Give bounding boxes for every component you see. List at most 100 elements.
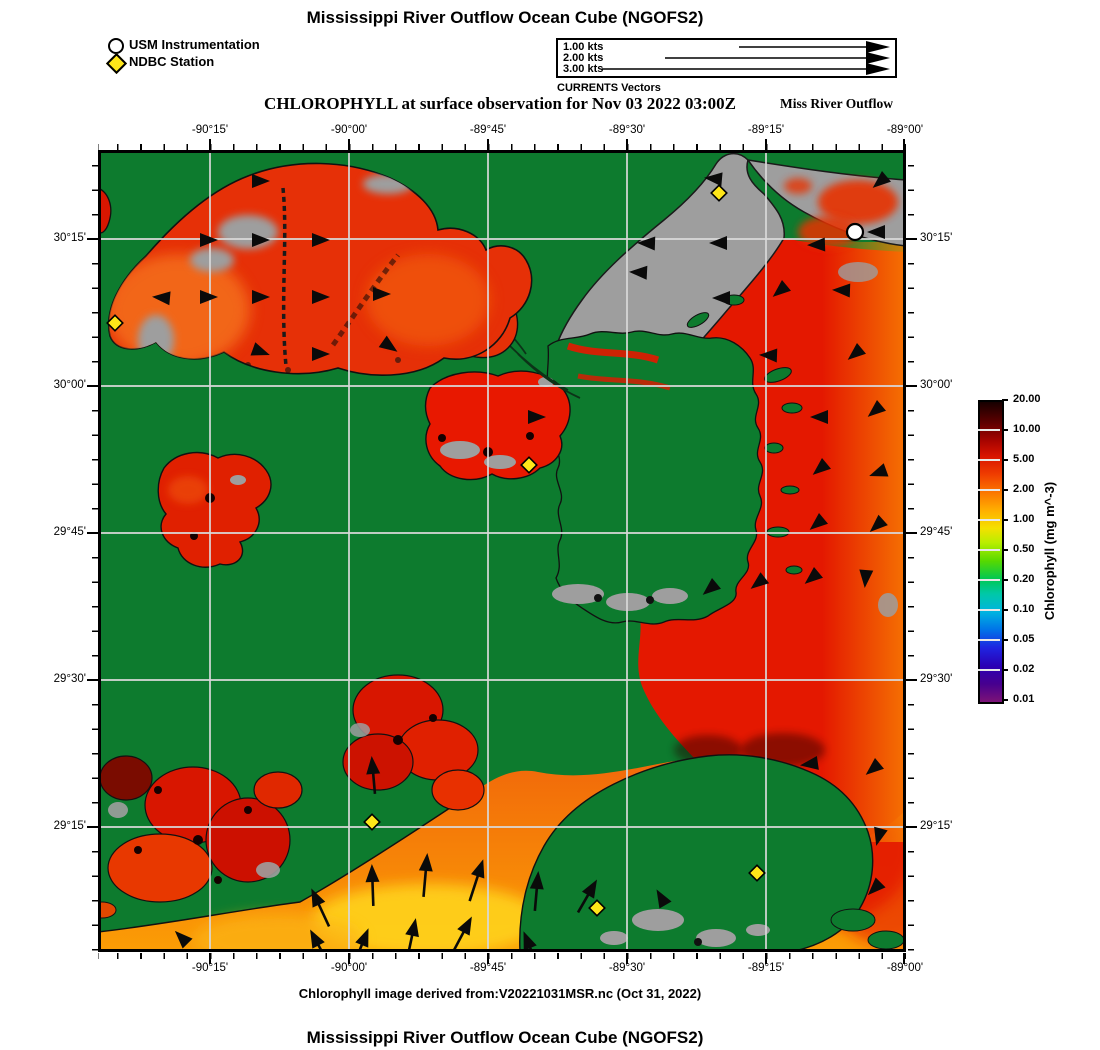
- lon-label-bottom: -89°45': [469, 962, 507, 974]
- ndbc-station-marker: [588, 899, 606, 917]
- lon-label-bottom: -90°15': [191, 962, 229, 974]
- lat-label-left: 29°30': [53, 673, 86, 685]
- axis-major-tick: [626, 139, 628, 150]
- source-caption: Chlorophyll image derived from:V20221031…: [298, 986, 702, 1001]
- colorbar-gridline: [978, 489, 1000, 491]
- colorbar-gridline: [978, 549, 1000, 551]
- colorbar-tick-label: 20.00: [1013, 393, 1041, 405]
- miss-river-outflow-label: Miss River Outflow: [780, 96, 893, 111]
- colorbar-tick: [1002, 429, 1008, 431]
- map-border: [98, 150, 906, 952]
- colorbar-tick: [1002, 489, 1008, 491]
- lat-label-left: 29°45': [53, 526, 86, 538]
- lat-label-left: 30°15': [53, 232, 86, 244]
- colorbar-tick: [1002, 519, 1008, 521]
- lon-label-bottom: -89°00': [886, 962, 924, 974]
- axis-major-tick: [903, 139, 905, 150]
- ndbc-station-icon: [105, 52, 128, 75]
- axis-major-tick: [906, 385, 917, 387]
- colorbar-tick-label: 0.01: [1013, 693, 1035, 705]
- currents-scale-arrows: [602, 41, 890, 75]
- colorbar-gridline: [978, 609, 1000, 611]
- colorbar-tick-label: 10.00: [1013, 423, 1041, 435]
- lon-label-top: -89°00': [886, 124, 924, 136]
- ndbc-station-marker: [710, 184, 728, 202]
- lat-label-right: 30°15': [920, 232, 953, 244]
- colorbar-gridline: [978, 429, 1000, 431]
- colorbar-tick: [1002, 549, 1008, 551]
- colorbar-tick: [1002, 459, 1008, 461]
- lake-pontchartrain: [108, 162, 533, 376]
- colorbar-tick: [1002, 639, 1008, 641]
- currents-vector-legend: 1.00 kts 2.00 kts 3.00 kts: [556, 38, 897, 78]
- coastal-chlorophyll-cluster: [342, 674, 485, 811]
- colorbar-tick-label: 0.50: [1013, 543, 1035, 555]
- bottom-axis-minor-ticks: [98, 953, 906, 959]
- usm-instrumentation-marker: [845, 222, 865, 242]
- lon-label-bottom: -90°00': [330, 962, 368, 974]
- axis-major-tick: [906, 532, 917, 534]
- colorbar-tick-label: 2.00: [1013, 483, 1035, 495]
- axis-major-tick: [209, 139, 211, 150]
- currents-2kt-label: 2.00 kts: [563, 52, 604, 64]
- axis-major-tick: [87, 385, 98, 387]
- lon-label-top: -89°15': [747, 124, 785, 136]
- lat-label-right: 30°00': [920, 379, 953, 391]
- colorbar-gridline: [978, 459, 1000, 461]
- colorbar-tick: [1002, 609, 1008, 611]
- lon-label-top: -89°30': [608, 124, 646, 136]
- lat-label-left: 29°15': [53, 820, 86, 832]
- lon-label-bottom: -89°15': [747, 962, 785, 974]
- bottom-title: Mississippi River Outflow Ocean Cube (NG…: [306, 1028, 704, 1047]
- chlorophyll-colorbar: [978, 400, 1004, 704]
- colorbar-gridline: [978, 639, 1000, 641]
- axis-major-tick: [765, 139, 767, 150]
- right-axis-minor-ticks: [908, 150, 914, 952]
- top-axis-minor-ticks: [98, 144, 906, 150]
- colorbar-tick: [1002, 399, 1008, 401]
- page-title: Mississippi River Outflow Ocean Cube (NG…: [306, 8, 704, 27]
- axis-major-tick: [626, 953, 628, 964]
- mississippi-delta-land: [519, 754, 905, 952]
- station-markers: [106, 184, 865, 917]
- colorbar-tick: [1002, 579, 1008, 581]
- axis-major-tick: [348, 139, 350, 150]
- currents-1kt-label: 1.00 kts: [563, 41, 604, 53]
- lake-salvador-blob: [157, 451, 272, 568]
- lat-label-left: 30°00': [53, 379, 86, 391]
- axis-major-tick: [87, 238, 98, 240]
- axis-major-tick: [906, 826, 917, 828]
- ndbc-station-marker: [106, 314, 124, 332]
- lon-label-bottom: -89°30': [608, 962, 646, 974]
- axis-major-tick: [87, 679, 98, 681]
- ndbc-station-marker: [363, 813, 381, 831]
- axis-major-tick: [487, 953, 489, 964]
- axis-major-tick: [903, 953, 905, 964]
- colorbar-gridline: [978, 579, 1000, 581]
- usm-legend-label: USM Instrumentation: [129, 37, 260, 52]
- axis-major-tick: [906, 679, 917, 681]
- colorbar-tick: [1002, 669, 1008, 671]
- axis-major-tick: [906, 238, 917, 240]
- axis-major-tick: [209, 953, 211, 964]
- axis-major-tick: [765, 953, 767, 964]
- currents-3kt-label: 3.00 kts: [563, 63, 604, 75]
- lat-label-right: 29°30': [920, 673, 953, 685]
- barataria-chlorophyll-cluster: [98, 755, 303, 919]
- lat-label-right: 29°15': [920, 820, 953, 832]
- chlorophyll-subtitle: CHLOROPHYLL at surface observation for N…: [264, 94, 736, 113]
- colorbar-title: Chlorophyll (mg m^-3): [1042, 481, 1057, 621]
- lon-label-top: -90°00': [330, 124, 368, 136]
- ndbc-station-marker: [748, 864, 766, 882]
- lake-borgne-blob: [424, 370, 571, 481]
- ndbc-legend-label: NDBC Station: [129, 54, 215, 69]
- left-axis-minor-ticks: [92, 150, 98, 952]
- lon-label-top: -90°15': [191, 124, 229, 136]
- axis-major-tick: [87, 826, 98, 828]
- axis-major-tick: [348, 953, 350, 964]
- colorbar-gridline: [978, 669, 1000, 671]
- marsh-land: [546, 294, 803, 625]
- colorbar-gridline: [978, 519, 1000, 521]
- colorbar-tick-label: 0.10: [1013, 603, 1035, 615]
